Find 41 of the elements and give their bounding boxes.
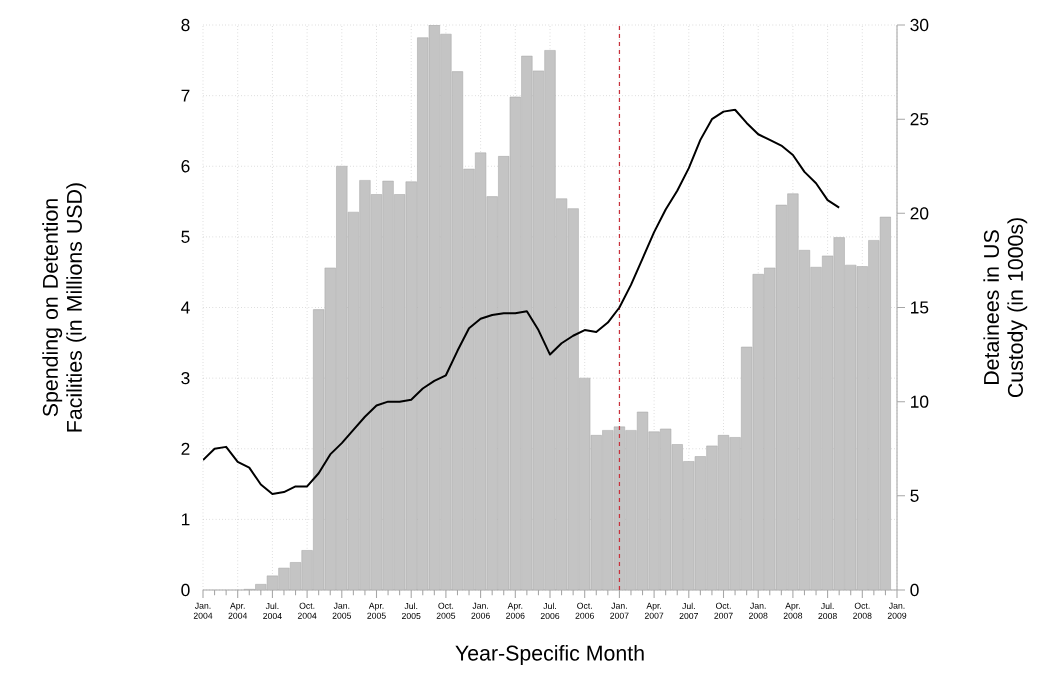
y2-tick-label: 15 xyxy=(911,301,929,314)
x-tick-label: Jan. 2005 xyxy=(332,602,352,619)
line-series xyxy=(203,108,841,495)
y-axis-title: Spending on Detention Facilities (in Millions USD) xyxy=(42,183,87,432)
x-tick-label: Apr. 2008 xyxy=(783,602,803,619)
y2-tick-label: 20 xyxy=(910,207,929,220)
x-tick-label: Jan. 2009 xyxy=(887,602,907,619)
x-axis-title: Year-Specific Month xyxy=(455,645,644,665)
y-tick-label: 5 xyxy=(181,230,190,243)
y-tick-label: 4 xyxy=(181,301,190,314)
x-tick-label: Jan. 2006 xyxy=(471,602,490,619)
y-tick-label: 7 xyxy=(181,89,190,102)
y-tick-label: 0 xyxy=(181,583,190,597)
x-tick-label: Apr. 2004 xyxy=(228,602,248,619)
x-tick-label: Apr. 2007 xyxy=(644,602,664,619)
y2-tick-label: 0 xyxy=(910,583,919,597)
y-tick-label: 8 xyxy=(181,18,190,32)
x-tick-label: Oct. 2007 xyxy=(714,602,733,619)
x-tick-label: Jul. 2005 xyxy=(402,602,421,620)
y2-tick-label: 5 xyxy=(910,489,919,502)
y2-tick-label: 30 xyxy=(910,18,929,32)
x-tick-label: Jan. 2008 xyxy=(749,602,768,619)
y2-tick-label: 10 xyxy=(911,395,929,408)
y-tick-label: 6 xyxy=(181,160,190,173)
x-tick-label: Oct. 2006 xyxy=(575,602,594,619)
x-tick-label: Oct. 2005 xyxy=(436,602,456,619)
x-tick-label: Jan. 2004 xyxy=(193,602,213,619)
y-tick-label: 1 xyxy=(181,513,190,526)
x-tick-label: Jul. 2006 xyxy=(540,602,560,620)
x-tick-label: Jul. 2007 xyxy=(679,602,698,620)
y2-tick-label: 25 xyxy=(910,113,929,126)
x-tick-label: Apr. 2005 xyxy=(367,602,386,619)
x-tick-label: Apr. 2006 xyxy=(506,602,525,619)
y2-axis-title: Detainees in US Custody (in 1000s) xyxy=(983,218,1028,398)
y-tick-label: 3 xyxy=(181,371,190,385)
x-tick-label: Oct. 2008 xyxy=(853,602,872,619)
y-tick-label: 2 xyxy=(181,442,190,455)
x-tick-label: Jul. 2004 xyxy=(263,602,282,620)
x-tick-label: Oct. 2004 xyxy=(297,602,317,619)
x-tick-label: Jul. 2008 xyxy=(818,602,837,620)
x-tick-label: Jan. 2007 xyxy=(610,602,629,619)
